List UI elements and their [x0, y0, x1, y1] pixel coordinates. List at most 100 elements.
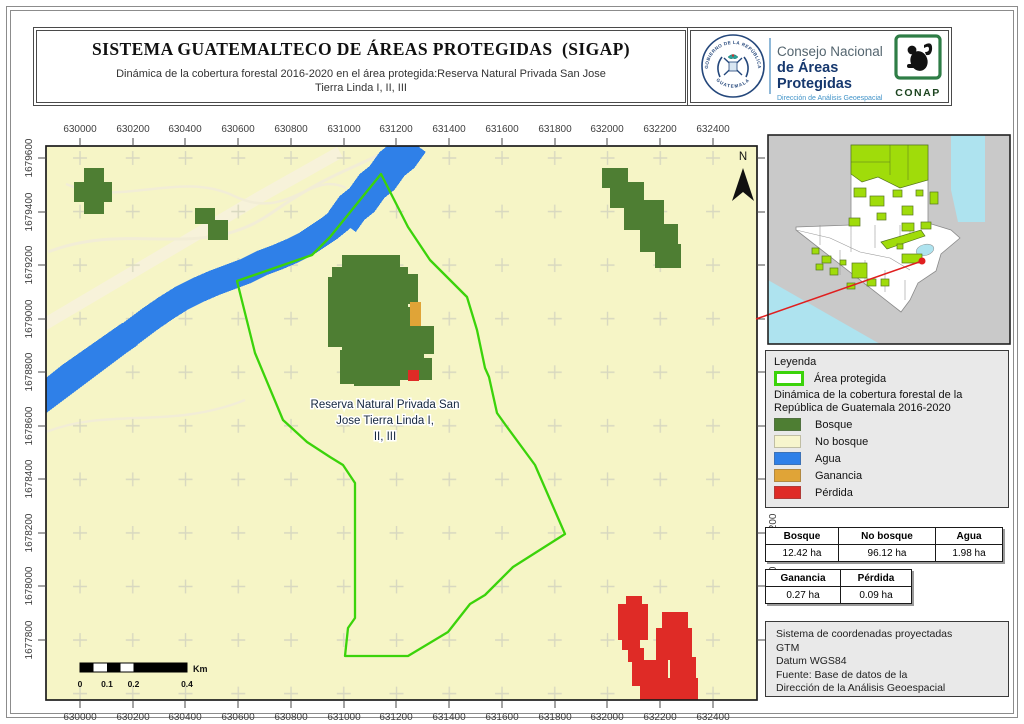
y-axis-labels-left: 1679600 1679400 1679200 1679000 1678800 …: [24, 138, 35, 659]
y-tick-label: 1678400: [24, 459, 35, 498]
page-title: SISTEMA GUATEMALTECO DE ÁREAS PROTEGIDAS…: [92, 38, 630, 59]
inset-sea: [768, 135, 985, 344]
ganancia-pixel: [410, 302, 421, 326]
change-value-row: 0.27 ha 0.09 ha: [765, 586, 912, 604]
y-tick-label: 1679000: [24, 299, 35, 338]
y-tick-label: 1678800: [24, 352, 35, 391]
gobierno-guatemala-seal-icon: GOBIERNO DE LA REPÚBLICA GUATEMALA: [701, 34, 765, 98]
x-tick-label: 631800: [538, 712, 572, 722]
coverage-header-row: Bosque No bosque Agua: [765, 527, 1003, 545]
legend-item-label: No bosque: [815, 435, 869, 448]
change-table: Ganancia Pérdida 0.27 ha 0.09 ha: [765, 569, 912, 604]
x-tick-label: 631000: [327, 124, 361, 135]
x-tick-label: 631200: [379, 712, 413, 722]
scale-bar: Km 0 0.1 0.2 0.4: [78, 662, 208, 689]
x-axis-labels-bottom: 630000 630200 630400 630600 630800 63100…: [63, 712, 730, 722]
main-map: Reserva Natural Privada San Jose Tierra …: [24, 124, 779, 722]
coverage-value-bosque: 12.42 ha: [765, 544, 839, 562]
legend-item-ganancia: Ganancia: [774, 469, 1000, 482]
x-tick-label: 630200: [116, 124, 150, 135]
x-tick-label: 631200: [379, 124, 413, 135]
inset-lake-izabal: [915, 243, 935, 257]
change-header-ganancia: Ganancia: [765, 569, 841, 587]
x-tick-label: 631400: [432, 124, 466, 135]
legend-item-label: Ganancia: [815, 469, 863, 482]
legend-title: Leyenda: [774, 356, 817, 368]
y-tick-label: 1678200: [24, 513, 35, 552]
x-tick-label: 631400: [432, 712, 466, 722]
perdida-pixel: [408, 370, 419, 381]
guatemala-locator-map: [755, 134, 1011, 345]
reserve-label-line3: II, III: [374, 431, 396, 443]
y-tick-label: 1679400: [24, 192, 35, 231]
legend-item-no-bosque: No bosque: [774, 435, 1000, 448]
coverage-header-no-bosque: No bosque: [838, 527, 936, 545]
area-protegida-outline: [235, 172, 567, 658]
x-tick-label: 630800: [274, 124, 308, 135]
no-bosque-swatch-icon: [774, 435, 801, 448]
page-subtitle-line2: Tierra Linda I, II, III: [315, 81, 407, 94]
change-header-perdida: Pérdida: [840, 569, 912, 587]
scale-tick-1: 0.1: [101, 679, 113, 689]
x-axis-labels-top: 630000 630200 630400 630600 630800 63100…: [63, 124, 730, 135]
x-tick-label: 632000: [590, 712, 624, 722]
legend-item-bosque: Bosque: [774, 418, 1000, 431]
reserve-label-line1: Reserva Natural Privada San: [311, 399, 460, 411]
north-label: N: [739, 151, 747, 163]
map-frame: [45, 145, 758, 701]
legend-panel: Leyenda Área protegida Dinámica de la co…: [765, 350, 1009, 508]
perdida-swatch-icon: [774, 486, 801, 499]
logo-divider: [769, 38, 771, 94]
change-value-ganancia: 0.27 ha: [765, 586, 841, 604]
x-tick-label: 631000: [327, 712, 361, 722]
x-tick-label: 632200: [643, 712, 677, 722]
x-tick-label: 631600: [485, 712, 519, 722]
consejo-line3: Dirección de Análisis Geoespacial: [777, 95, 883, 102]
ganancia-swatch-icon: [774, 469, 801, 482]
conap-logo: CONAP: [894, 34, 942, 99]
legend-item-label: Pérdida: [815, 486, 853, 499]
x-tick-label: 630800: [274, 712, 308, 722]
coverage-header-agua: Agua: [935, 527, 1003, 545]
x-tick-label: 630200: [116, 712, 150, 722]
y-tick-label: 1678000: [24, 566, 35, 605]
info-line-3: Datum WGS84: [776, 655, 847, 667]
x-tick-label: 630000: [63, 712, 97, 722]
x-tick-label: 631800: [538, 124, 572, 135]
header-title-box: SISTEMA GUATEMALTECO DE ÁREAS PROTEGIDAS…: [33, 27, 689, 106]
coverage-value-no-bosque: 96.12 ha: [838, 544, 936, 562]
y-tick-label: 1679200: [24, 245, 35, 284]
x-tick-label: 632000: [590, 124, 624, 135]
scale-tick-2: 0.2: [128, 679, 140, 689]
legend-area-protegida-row: Área protegida: [774, 371, 1000, 386]
north-arrow-icon: N: [732, 151, 754, 201]
axis-tick-marks: [38, 138, 765, 708]
locator-dot: [918, 257, 926, 265]
locator-line: [755, 257, 926, 320]
legend-subtitle: Dinámica de la cobertura forestal de la …: [774, 389, 963, 414]
x-tick-label: 630400: [168, 124, 202, 135]
y-tick-label: 1678600: [24, 406, 35, 445]
area-protegida-swatch-icon: [774, 371, 804, 386]
info-line-1: Sistema de coordenadas proyectadas: [776, 628, 953, 640]
page-subtitle-line1: Dinámica de la cobertura forestal 2016-2…: [116, 67, 606, 80]
x-tick-label: 632200: [643, 124, 677, 135]
x-tick-label: 630000: [63, 124, 97, 135]
x-tick-label: 631600: [485, 124, 519, 135]
legend-area-label: Área protegida: [814, 372, 887, 385]
inset-guatemala-land: [795, 144, 961, 313]
info-line-5: Dirección de la Análisis Geoespacial: [776, 682, 946, 694]
header-logos-box: GOBIERNO DE LA REPÚBLICA GUATEMALA Conse…: [687, 27, 952, 106]
x-tick-label: 630600: [221, 712, 255, 722]
x-tick-label: 630600: [221, 124, 255, 135]
legend-item-agua: Agua: [774, 452, 1000, 465]
inset-protected-areas: [811, 144, 939, 290]
reserve-label: Reserva Natural Privada San Jose Tierra …: [309, 398, 461, 445]
conap-label: CONAP: [895, 87, 941, 99]
reserve-label-line2: Jose Tierra Linda I,: [336, 415, 434, 427]
y-tick-label: 1677800: [24, 620, 35, 659]
scale-tick-3: 0.4: [181, 679, 193, 689]
legend-item-perdida: Pérdida: [774, 486, 1000, 499]
x-tick-label: 630400: [168, 712, 202, 722]
info-line-2: GTM: [776, 641, 800, 654]
